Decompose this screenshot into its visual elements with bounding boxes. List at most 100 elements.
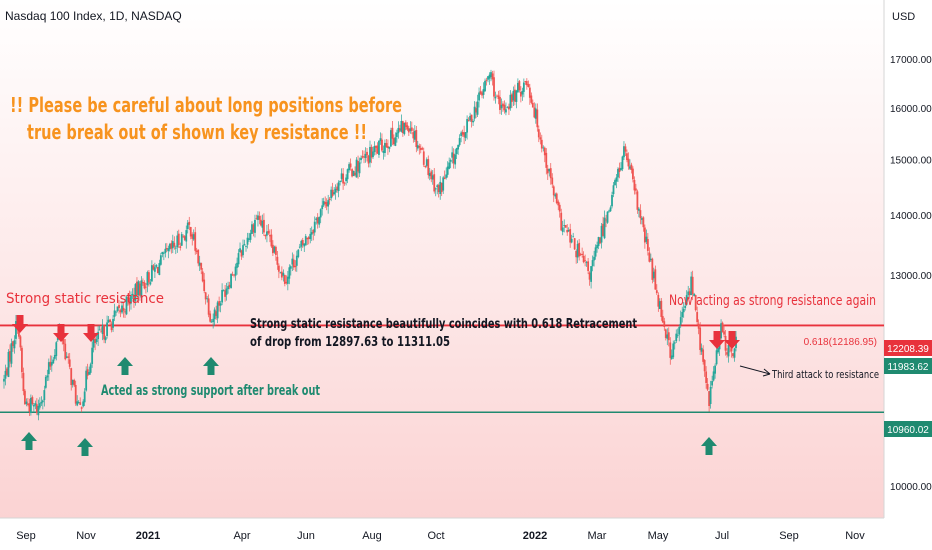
time-axis-background bbox=[0, 518, 932, 550]
candle-body bbox=[109, 319, 111, 323]
candle-body bbox=[180, 234, 183, 246]
candle-body bbox=[443, 177, 446, 180]
candle-body bbox=[676, 335, 679, 337]
candle-body bbox=[415, 130, 418, 148]
candle-body bbox=[409, 128, 412, 131]
time-tick-label: Aug bbox=[362, 530, 382, 542]
candle-body bbox=[708, 391, 711, 407]
price-tick-label: 13000.00 bbox=[890, 271, 932, 282]
candle-body bbox=[77, 402, 80, 404]
candle-body bbox=[566, 229, 569, 233]
time-tick-label: 2021 bbox=[136, 530, 160, 542]
candle-body bbox=[333, 192, 336, 195]
candle-body bbox=[706, 383, 709, 390]
candle-body bbox=[635, 188, 637, 191]
signal-arrows bbox=[12, 315, 740, 456]
candle-body bbox=[207, 298, 210, 315]
candle-body bbox=[282, 272, 285, 276]
time-tick-label: Oct bbox=[427, 530, 444, 542]
candle-body bbox=[579, 254, 582, 255]
candle-body bbox=[18, 330, 20, 337]
candle-body bbox=[723, 331, 725, 335]
candle-body bbox=[83, 391, 86, 403]
candle-body bbox=[155, 265, 158, 267]
candle-body bbox=[543, 147, 546, 156]
candle-body bbox=[651, 258, 654, 280]
candle-body bbox=[306, 237, 309, 240]
candle-body bbox=[237, 253, 240, 265]
resistance-price-badge: 12208.39 bbox=[884, 340, 932, 356]
candle-body bbox=[436, 185, 439, 188]
candle-body bbox=[24, 390, 26, 405]
candle-body bbox=[210, 321, 213, 323]
candle-body bbox=[440, 182, 443, 193]
candle-body bbox=[572, 236, 575, 238]
candle-body bbox=[614, 180, 616, 186]
candle-body bbox=[6, 368, 8, 375]
candle-body bbox=[186, 222, 189, 229]
candle-body bbox=[113, 310, 116, 317]
candle-body bbox=[430, 171, 433, 180]
price-tick-label: 17000.00 bbox=[890, 55, 932, 66]
candle-body bbox=[715, 350, 718, 365]
resistance-price-text: 12208.39 bbox=[887, 344, 929, 355]
candle-body bbox=[50, 362, 53, 366]
candle-body bbox=[177, 233, 180, 246]
candle-body bbox=[307, 237, 310, 240]
candle-body bbox=[198, 262, 201, 266]
candle-body bbox=[206, 298, 209, 300]
candle-body bbox=[611, 194, 613, 207]
candle-body bbox=[128, 297, 131, 305]
candle-body bbox=[216, 302, 219, 319]
candle-body bbox=[131, 293, 134, 296]
candle-body bbox=[545, 152, 548, 168]
candle-body bbox=[428, 173, 431, 177]
candle-body bbox=[602, 223, 604, 236]
candle-body bbox=[585, 262, 588, 264]
candle-body bbox=[21, 347, 23, 373]
candle-body bbox=[255, 218, 258, 220]
candle-body bbox=[158, 263, 161, 275]
candle-body bbox=[458, 138, 461, 146]
time-tick-label: Jul bbox=[715, 530, 729, 542]
candle-body bbox=[22, 372, 25, 392]
candle-body bbox=[355, 159, 358, 178]
candle-body bbox=[270, 234, 273, 247]
candle-body bbox=[455, 148, 458, 155]
candle-body bbox=[346, 169, 349, 180]
price-axis-background bbox=[884, 0, 932, 550]
candle-body bbox=[669, 342, 672, 358]
candle-body bbox=[79, 402, 82, 405]
candle-body bbox=[194, 232, 197, 251]
candle-body bbox=[261, 220, 264, 228]
candle-body bbox=[372, 151, 374, 158]
candle-body bbox=[271, 244, 274, 254]
candle-body bbox=[433, 174, 436, 192]
candle-body bbox=[219, 303, 222, 306]
candle-body bbox=[609, 207, 612, 212]
candle-body bbox=[431, 175, 434, 180]
candle-body bbox=[298, 246, 301, 248]
candle-body bbox=[28, 403, 31, 412]
candle-body bbox=[29, 397, 32, 413]
time-tick-label: Sep bbox=[779, 530, 799, 542]
candle-body bbox=[505, 109, 507, 113]
fib-level-label: 0.618(12186.95) bbox=[804, 337, 877, 348]
candle-body bbox=[134, 284, 137, 301]
candle-body bbox=[279, 272, 282, 274]
candle-body bbox=[569, 229, 572, 243]
candle-body bbox=[71, 379, 74, 385]
candle-body bbox=[460, 132, 463, 136]
candle-body bbox=[139, 283, 141, 296]
candle-body bbox=[691, 276, 694, 295]
coincide-text-line1: Strong static resistance beautifully coi… bbox=[250, 317, 637, 332]
time-tick-label: Mar bbox=[588, 530, 607, 542]
candle-body bbox=[361, 156, 364, 158]
candle-body bbox=[687, 291, 690, 295]
candle-body bbox=[681, 312, 684, 318]
candle-body bbox=[375, 145, 377, 148]
candle-body bbox=[421, 148, 424, 150]
candle-body bbox=[521, 90, 524, 95]
candle-body bbox=[461, 132, 464, 135]
candle-body bbox=[295, 255, 298, 266]
